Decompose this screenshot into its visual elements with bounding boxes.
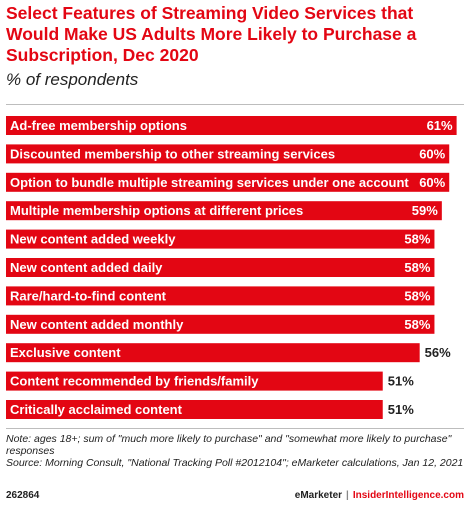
category-label: Rare/hard-to-find content: [10, 288, 167, 303]
value-label: 58%: [404, 260, 430, 275]
value-label: 59%: [412, 203, 438, 218]
value-label: 58%: [404, 317, 430, 332]
category-label: Option to bundle multiple streaming serv…: [10, 175, 409, 190]
brand-emarketer: eMarketer: [294, 490, 343, 501]
value-label: 51%: [388, 402, 414, 417]
value-label: 60%: [419, 146, 445, 161]
bar: [6, 258, 435, 277]
chart-title: Select Features of Streaming Video Servi…: [6, 3, 417, 65]
source-text: Source: Morning Consult, "National Track…: [6, 457, 464, 469]
brand-separator: |: [346, 490, 349, 501]
bar: [6, 400, 383, 419]
value-label: 56%: [425, 345, 451, 360]
value-label: 51%: [388, 374, 414, 389]
footnote: Note: ages 18+; sum of "much more likely…: [6, 433, 464, 469]
bar: [6, 314, 435, 334]
value-label: 61%: [427, 118, 453, 133]
value-label: 58%: [404, 288, 430, 303]
chart-subtitle: % of respondents: [6, 70, 139, 89]
brand-insiderintelligence[interactable]: InsiderIntelligence.com: [352, 490, 464, 501]
bar: [6, 286, 435, 306]
category-label: New content added daily: [10, 260, 163, 275]
category-label: Exclusive content: [10, 345, 121, 360]
bar: [6, 371, 383, 391]
category-label: Content recommended by friends/family: [10, 374, 259, 389]
footer: 262864 eMarketer | InsiderIntelligence.com: [6, 488, 464, 502]
chart-id: 262864: [6, 490, 40, 501]
category-label: Multiple membership options at different…: [10, 203, 303, 218]
bar: [6, 229, 435, 249]
category-label: New content added monthly: [10, 317, 184, 332]
bar: [6, 172, 450, 192]
value-label: 58%: [404, 232, 430, 247]
bar: [6, 343, 420, 363]
bar: [6, 116, 457, 135]
category-label: Discounted membership to other streaming…: [10, 146, 335, 161]
category-label: New content added weekly: [10, 232, 176, 247]
category-label: Ad-free membership options: [10, 118, 187, 133]
value-label: 60%: [419, 175, 445, 190]
category-label: Critically acclaimed content: [10, 402, 183, 417]
bar: [6, 144, 450, 164]
note-text: Note: ages 18+; sum of "much more likely…: [6, 433, 452, 457]
top-divider: [6, 104, 464, 105]
brand: eMarketer | InsiderIntelligence.com: [295, 490, 464, 501]
bar: [6, 201, 442, 221]
bottom-divider: [6, 428, 464, 429]
